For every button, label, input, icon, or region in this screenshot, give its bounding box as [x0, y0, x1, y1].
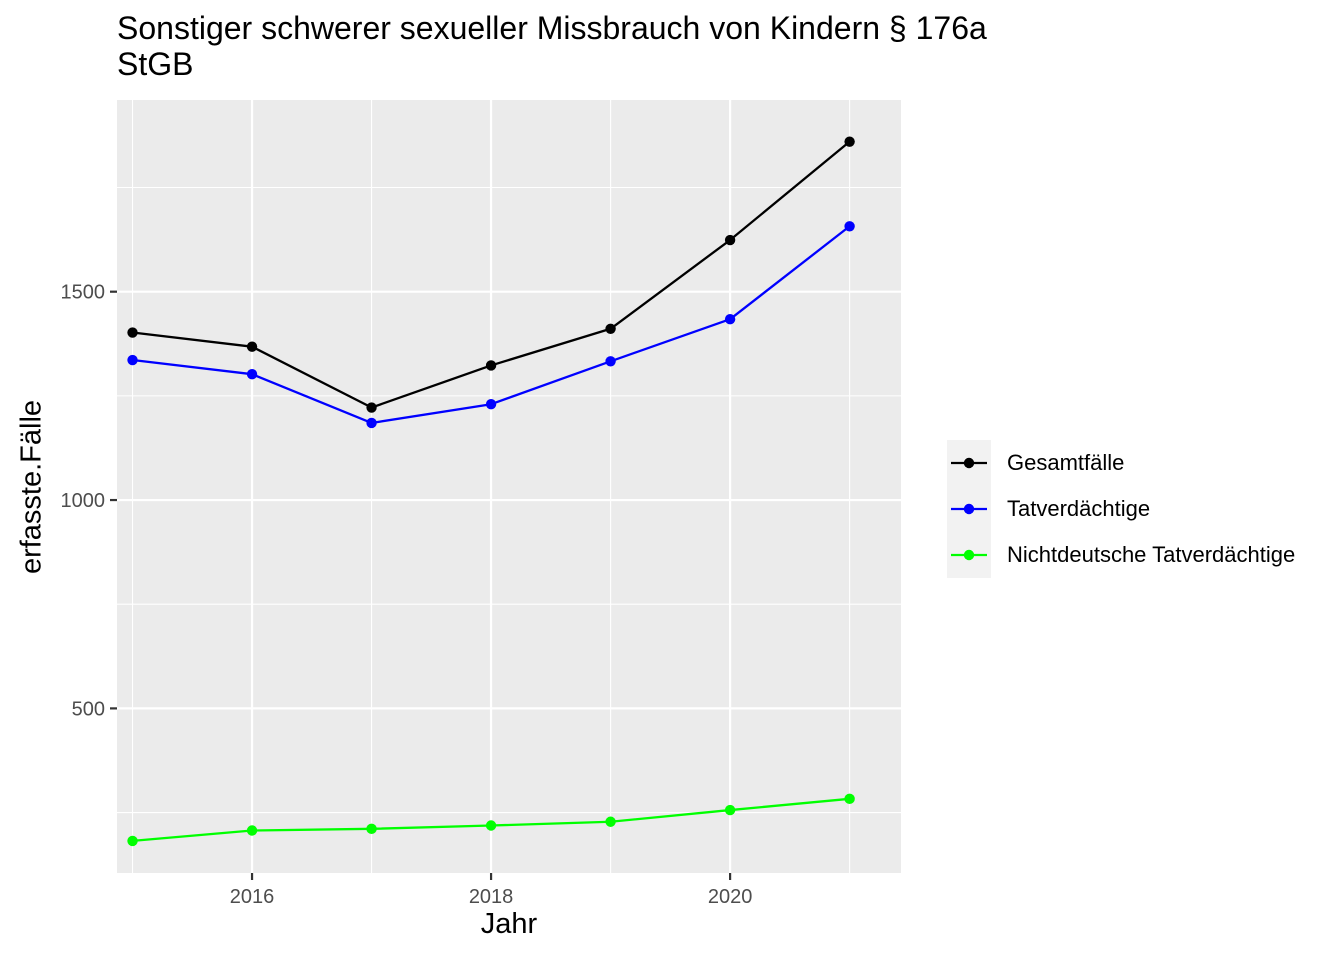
data-point	[366, 402, 377, 413]
data-point	[844, 221, 855, 232]
data-point	[366, 417, 377, 429]
y-tick-label: 500	[72, 698, 105, 720]
data-point	[246, 341, 258, 352]
legend-item-gesamtfaelle: Gesamtfälle	[947, 440, 1344, 486]
chart-title-line-1: Sonstiger schwerer sexueller Missbrauch …	[117, 10, 987, 46]
legend-label-tatverdaechtige: Tatverdächtige	[1007, 496, 1151, 521]
legend-item-tatverdaechtige: Tatverdächtige	[947, 486, 1344, 532]
data-point	[485, 360, 497, 371]
legend: Gesamtfälle Tatverdächtige Nichtdeutsche…	[947, 440, 1295, 578]
data-point	[724, 313, 736, 325]
legend-label-gesamtfaelle: Gesamtfälle	[1007, 450, 1125, 475]
chart-title-line-2: StGB	[117, 46, 194, 82]
series-layer	[127, 136, 855, 847]
data-point	[844, 793, 855, 805]
data-point	[844, 136, 855, 147]
y-tick-label: 1000	[61, 490, 106, 512]
data-point	[605, 816, 616, 827]
data-point	[127, 354, 138, 366]
major-gridlines	[117, 100, 901, 873]
legend-key-nichtdeutsche	[951, 549, 987, 561]
series-2	[127, 221, 855, 429]
data-point	[127, 327, 138, 338]
data-point	[246, 368, 258, 380]
axes: 2016 2018 2020 500 1000 1500	[61, 282, 753, 908]
series-3	[127, 793, 855, 847]
x-axis-label: Jahr	[480, 908, 538, 940]
legend-key-tatverdaechtige	[951, 503, 987, 515]
legend-key-gesamtfaelle	[951, 457, 987, 469]
legend-item-nichtdeutsche: Nichtdeutsche Tatverdächtige	[947, 532, 1344, 578]
x-tick-label: 2020	[708, 886, 753, 908]
y-axis-label: erfasste.Fälle	[15, 399, 48, 575]
data-point	[127, 835, 138, 847]
data-point	[246, 825, 258, 836]
data-point	[724, 234, 736, 246]
data-point	[605, 356, 616, 367]
chart-title: Sonstiger schwerer sexueller Missbrauch …	[117, 10, 1117, 82]
data-point	[485, 820, 497, 831]
data-point	[366, 823, 377, 835]
data-point	[485, 398, 497, 410]
x-tick-label: 2018	[469, 886, 514, 908]
y-tick-label: 1500	[61, 282, 106, 304]
legend-label-nichtdeutsche: Nichtdeutsche Tatverdächtige	[1007, 542, 1296, 567]
x-tick-label: 2016	[230, 886, 275, 908]
plot-panel	[117, 100, 901, 873]
data-point	[724, 804, 736, 816]
series-1	[127, 136, 855, 413]
data-point	[605, 323, 616, 334]
